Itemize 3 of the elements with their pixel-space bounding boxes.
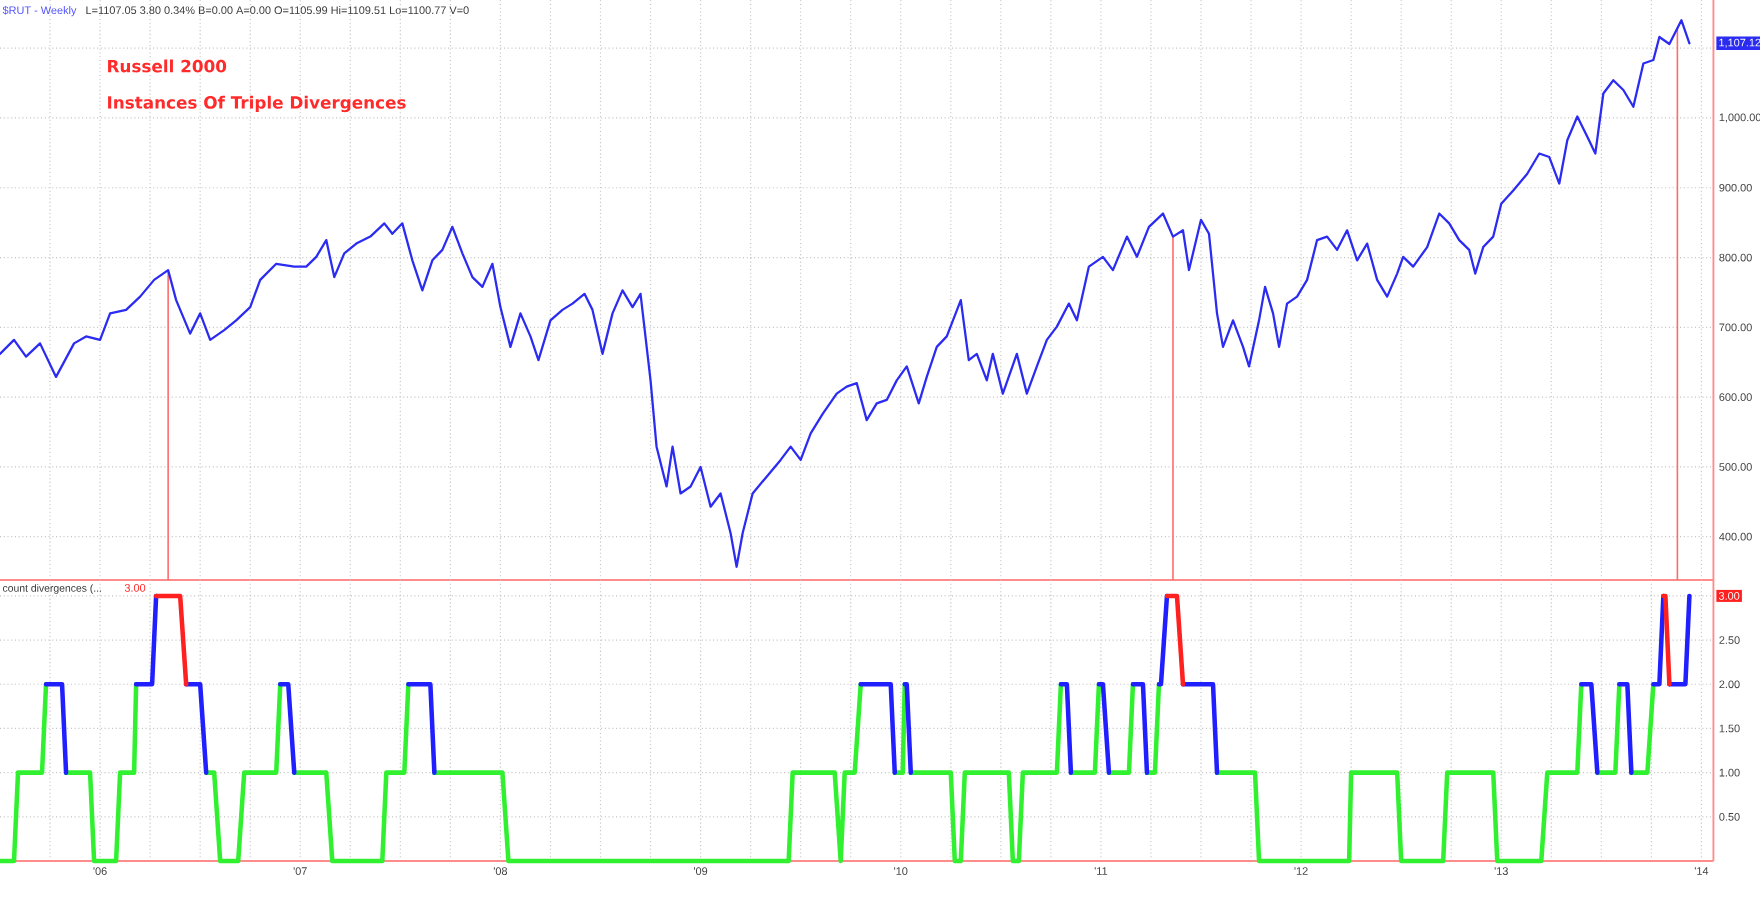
line-series bbox=[0, 19, 1691, 568]
text: Instances Of Triple Divergences bbox=[108, 95, 406, 113]
text: Russell 2000 bbox=[108, 59, 227, 73]
